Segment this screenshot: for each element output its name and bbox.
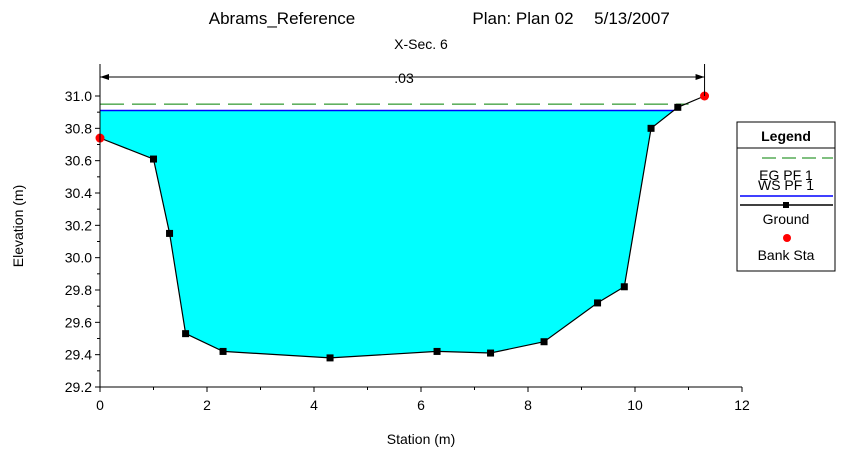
water-layer — [100, 110, 674, 358]
ground-point — [487, 349, 495, 357]
ground-point — [647, 124, 655, 132]
water-fill — [100, 110, 674, 358]
x-tick-label: 8 — [524, 397, 532, 413]
ground-point — [620, 283, 628, 291]
y-tick-label: 31.0 — [65, 88, 92, 104]
chart-subtitle: X-Sec. 6 — [394, 36, 448, 52]
y-tick-label: 30.2 — [65, 217, 92, 233]
x-axis-label: Station (m) — [387, 431, 455, 447]
x-tick-label: 6 — [417, 397, 425, 413]
legend-ground-label: Ground — [763, 211, 810, 227]
ground-point — [182, 330, 190, 338]
ground-point — [594, 299, 602, 307]
x-tick-label: 0 — [96, 397, 104, 413]
x-tick-label: 2 — [203, 397, 211, 413]
x-axis-ticks: 0 2 4 6 8 10 12 — [96, 387, 750, 413]
y-tick-label: 29.8 — [65, 282, 92, 298]
lines-layer — [100, 103, 689, 112]
ground-point — [326, 354, 334, 362]
legend-title: Legend — [761, 128, 811, 144]
manning-annotation — [100, 64, 706, 96]
y-tick-label: 30.0 — [65, 250, 92, 266]
y-tick-label: 30.4 — [65, 185, 92, 201]
y-tick-label: 30.8 — [65, 120, 92, 136]
manning-right-arrow — [695, 74, 705, 80]
legend-bank-marker — [783, 234, 791, 242]
legend-ws-label: WS PF 1 — [758, 177, 814, 193]
chart-title-plan: Plan: Plan 02 — [472, 9, 573, 28]
ground-point — [150, 155, 157, 163]
ground-point — [219, 347, 227, 355]
ground-line — [99, 95, 705, 359]
x-tick-label: 10 — [627, 397, 643, 413]
y-tick-label: 29.2 — [65, 379, 92, 395]
legend-eg-label: EG PF 1 — [759, 167, 813, 183]
ground-layer — [99, 95, 705, 362]
ground-point — [433, 347, 441, 355]
chart-title-project: Abrams_Reference — [209, 9, 355, 28]
legend-bank-label: Bank Sta — [758, 247, 815, 263]
legend: Legend EG PF 1 WS PF 1 Ground Bank Sta — [736, 121, 836, 272]
manning-n-label: .03 — [394, 70, 414, 86]
chart-title-date: 5/13/2007 — [594, 9, 670, 28]
y-axis-label: Elevation (m) — [10, 185, 26, 267]
ground-point — [674, 103, 682, 111]
x-tick-label: 12 — [734, 397, 750, 413]
manning-left-arrow — [100, 74, 109, 80]
y-tick-label: 29.6 — [65, 314, 92, 330]
ground-point — [540, 338, 548, 346]
legend-ground-marker — [783, 202, 789, 208]
x-tick-label: 4 — [310, 397, 318, 413]
ground-point — [166, 229, 174, 237]
y-tick-label: 30.6 — [65, 153, 92, 169]
y-tick-label: 29.4 — [65, 347, 92, 363]
y-axis-ticks: 29.2 29.4 29.6 29.8 30.0 30.2 30.4 30.6 30.8 31.0 — [65, 88, 100, 395]
